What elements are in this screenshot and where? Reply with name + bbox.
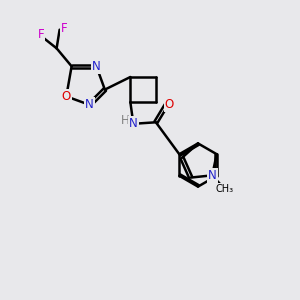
Text: F: F <box>61 22 68 35</box>
Text: O: O <box>62 90 71 103</box>
Text: CH₃: CH₃ <box>215 184 233 194</box>
Text: N: N <box>92 60 101 73</box>
Text: O: O <box>165 98 174 111</box>
Text: F: F <box>38 28 44 41</box>
Text: N: N <box>85 98 94 111</box>
Text: N: N <box>129 117 138 130</box>
Text: H: H <box>121 114 129 127</box>
Text: N: N <box>208 169 217 182</box>
